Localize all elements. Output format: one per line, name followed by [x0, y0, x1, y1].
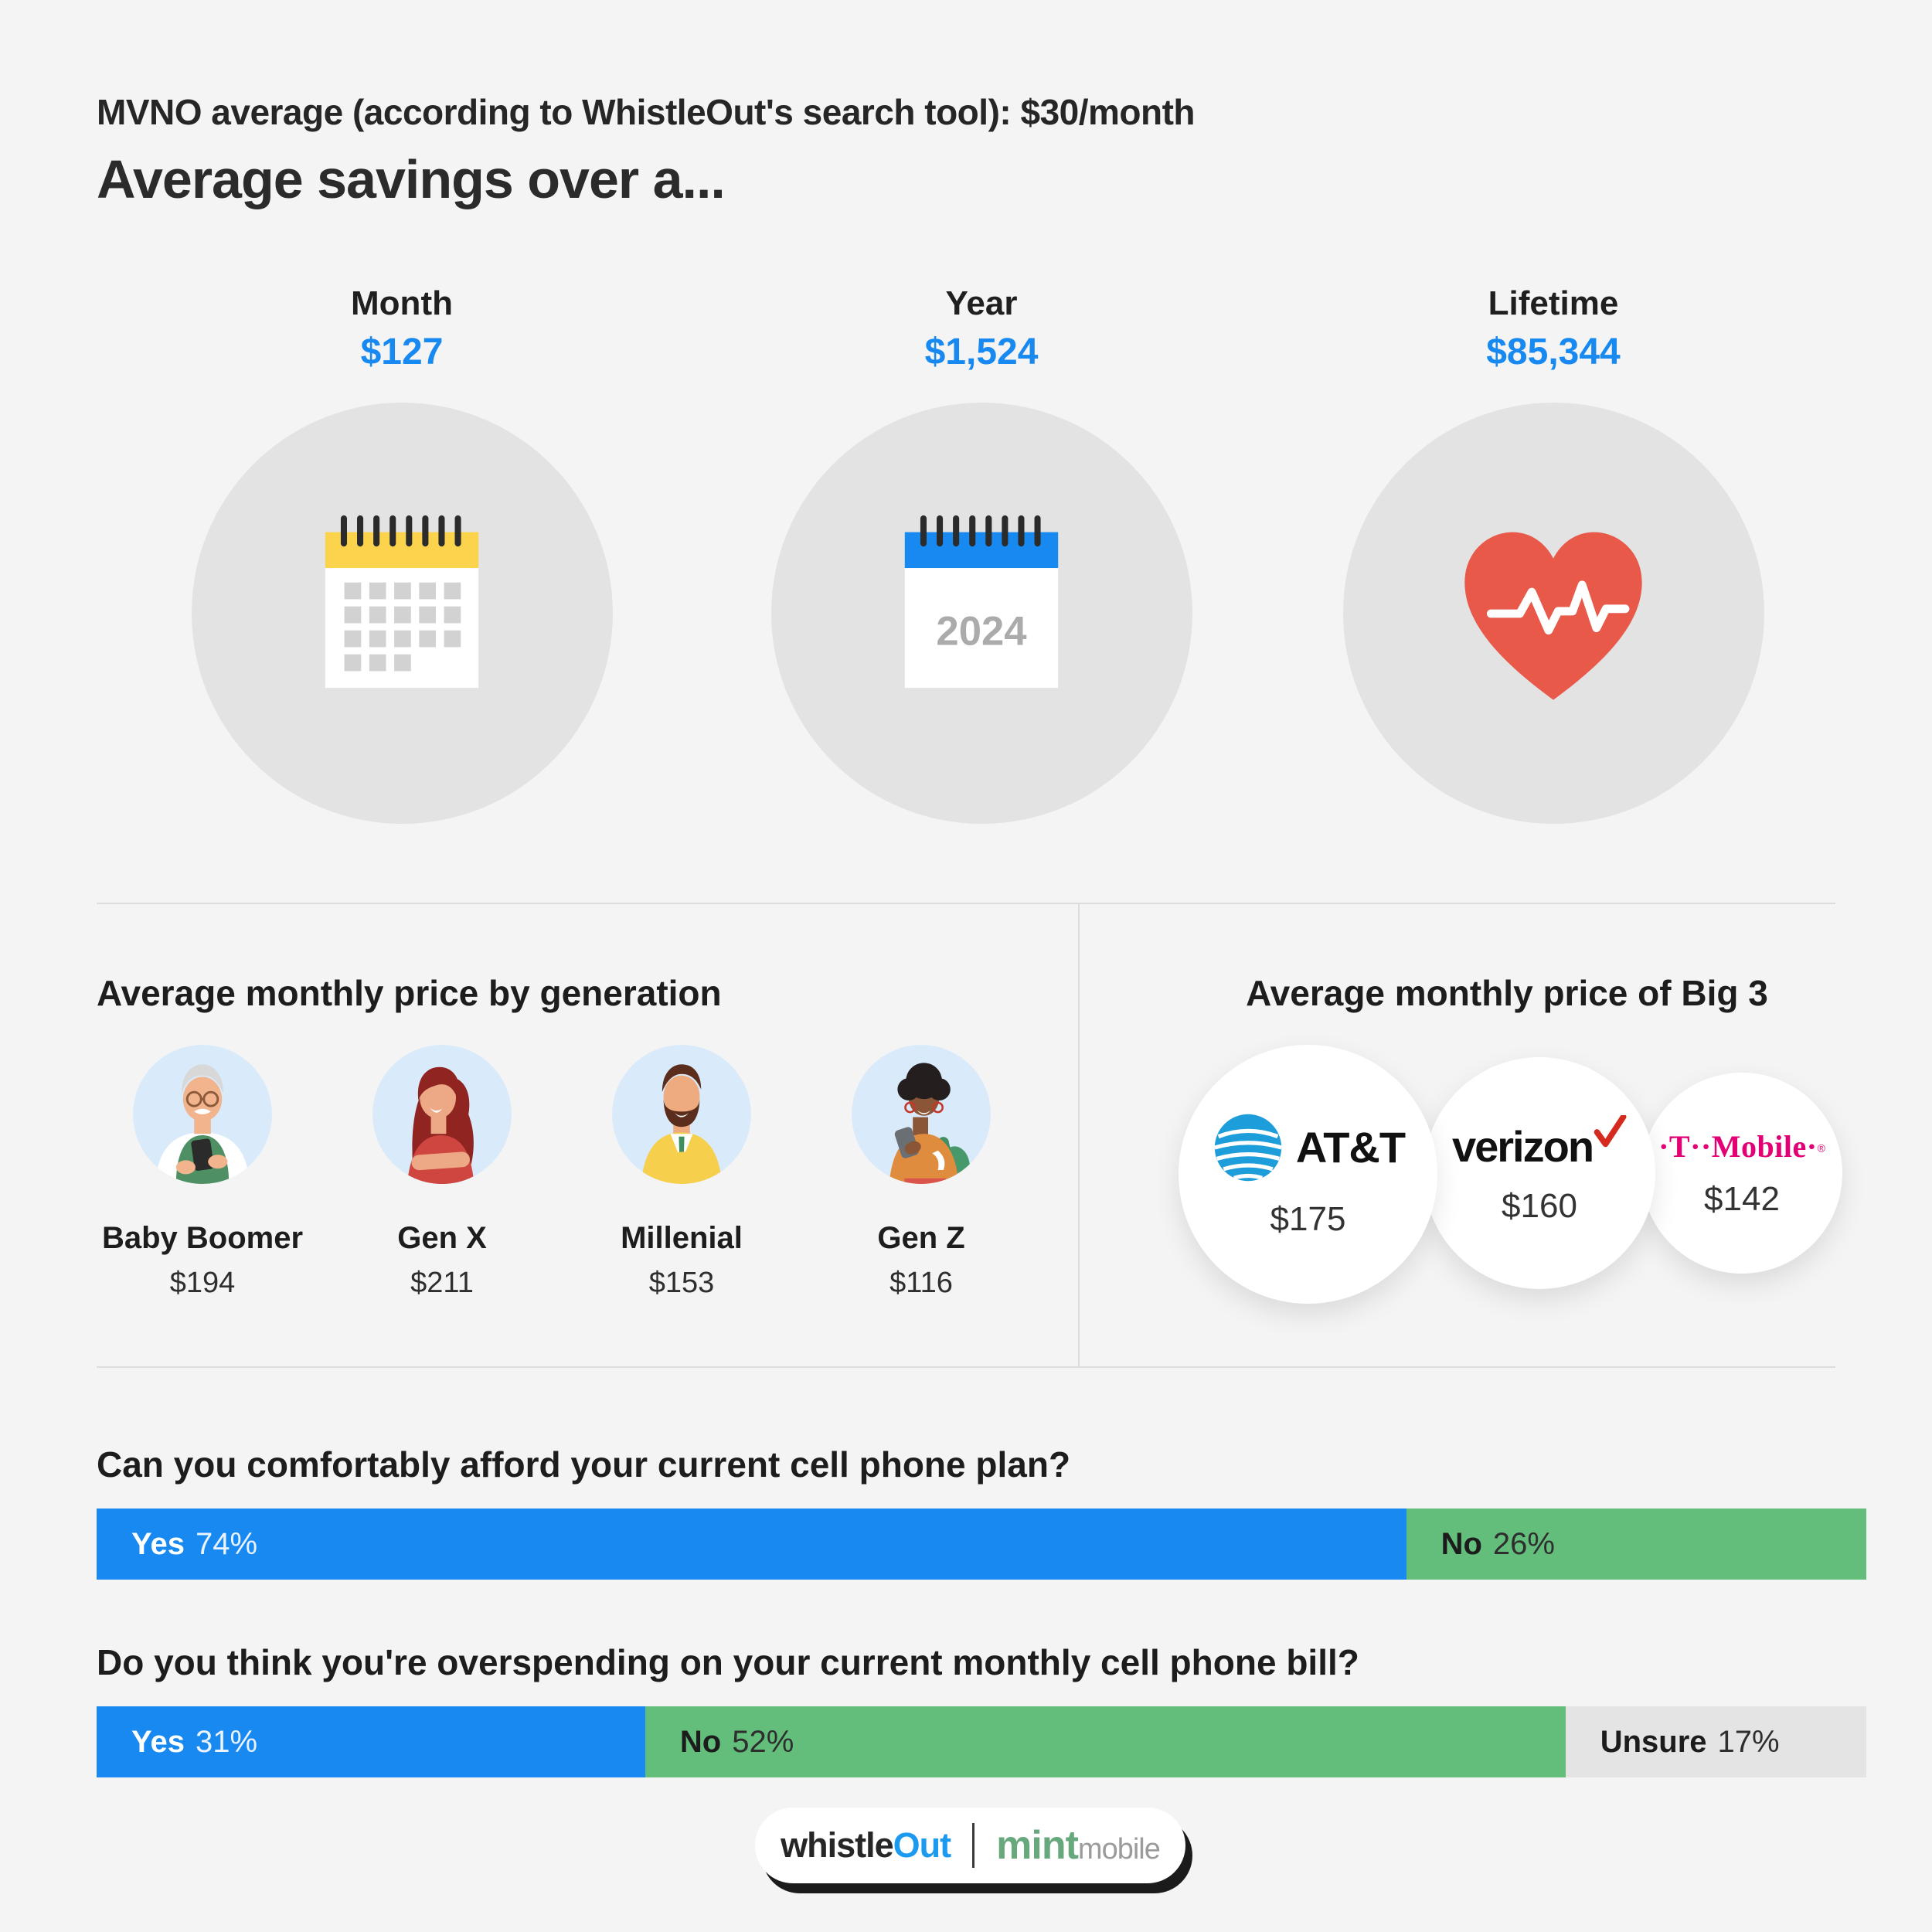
- savings-month-label: Month: [351, 284, 453, 322]
- calendar-year-text: 2024: [936, 608, 1027, 654]
- gen-x-label: Gen X: [397, 1221, 487, 1255]
- overspend-unsure-value: 17%: [1717, 1724, 1780, 1759]
- question-overspend-bar: Yes 31% No 52% Unsure 17%: [97, 1706, 1866, 1777]
- att-wordmark: AT&T: [1295, 1123, 1406, 1172]
- generation-baby-boomer: Baby Boomer $194: [87, 1045, 318, 1300]
- carrier-tmobile: ·T··Mobile·® $142: [1641, 1073, 1842, 1274]
- att-price: $175: [1270, 1199, 1346, 1238]
- afford-no-label: No: [1440, 1526, 1482, 1561]
- baby-boomer-avatar-icon: [133, 1045, 272, 1184]
- gen-z-avatar-icon: [852, 1045, 991, 1184]
- whistleout-logo: whistleOut: [781, 1825, 951, 1866]
- millenial-price: $153: [648, 1267, 715, 1299]
- savings-year-circle: 2024: [770, 403, 1192, 824]
- afford-yes-segment: Yes 74%: [97, 1509, 1406, 1580]
- overspend-yes-value: 31%: [195, 1724, 258, 1759]
- calendar-year-icon: 2024: [904, 515, 1059, 688]
- question-afford-heading: Can you comfortably afford your current …: [97, 1444, 1071, 1485]
- mint-logo-mobile: mobile: [1077, 1833, 1161, 1866]
- carrier-att: AT&T $175: [1179, 1045, 1437, 1304]
- whistleout-logo-whistle: whistle: [781, 1825, 894, 1865]
- mint-mobile-logo: mintmobile: [996, 1822, 1161, 1869]
- generation-section-title: Average monthly price by generation: [97, 973, 722, 1013]
- gen-z-label: Gen Z: [877, 1221, 965, 1255]
- savings-lifetime-circle: [1342, 403, 1764, 824]
- mint-logo-mint: mint: [996, 1823, 1079, 1868]
- savings-lifetime-label: Lifetime: [1488, 284, 1619, 322]
- overspend-yes-label: Yes: [131, 1724, 185, 1759]
- tmobile-wordmark: ·T··Mobile·: [1658, 1128, 1818, 1164]
- generation-gen-z: Gen Z $116: [805, 1045, 1037, 1300]
- savings-year-label: Year: [945, 284, 1018, 322]
- gen-x-avatar-icon: [372, 1045, 512, 1184]
- question-afford-bar: Yes 74% No 26%: [97, 1509, 1866, 1580]
- carrier-verizon: verizon $160: [1423, 1057, 1655, 1289]
- baby-boomer-price: $194: [169, 1267, 236, 1299]
- overspend-no-value: 52%: [732, 1724, 794, 1759]
- savings-month-column: Month $127: [170, 284, 634, 824]
- verizon-price: $160: [1502, 1186, 1577, 1225]
- savings-month-circle: [191, 403, 613, 824]
- section-divider-bottom: [97, 1366, 1835, 1368]
- tmobile-registered-mark: ®: [1817, 1141, 1825, 1155]
- afford-no-value: 26%: [1492, 1526, 1555, 1561]
- savings-year-column: Year $1,524 2024: [750, 284, 1213, 824]
- big3-section-title: Average monthly price of Big 3: [1246, 973, 1768, 1013]
- afford-yes-label: Yes: [131, 1526, 185, 1561]
- gen-x-price: $211: [410, 1267, 474, 1299]
- calendar-month-icon: [325, 515, 479, 688]
- afford-no-segment: No 26%: [1406, 1509, 1866, 1580]
- generation-millenial: Millenial $153: [566, 1045, 798, 1300]
- section-divider-top: [97, 903, 1835, 904]
- att-globe-icon: [1213, 1114, 1282, 1181]
- heart-pulse-icon: [1464, 532, 1642, 700]
- savings-month-value: $127: [360, 332, 444, 372]
- baby-boomer-label: Baby Boomer: [101, 1221, 304, 1255]
- millenial-label: Millenial: [621, 1221, 743, 1255]
- overspend-no-label: No: [679, 1724, 722, 1759]
- afford-yes-value: 74%: [195, 1526, 258, 1561]
- tmobile-price: $142: [1704, 1179, 1780, 1218]
- verizon-wordmark: verizon: [1451, 1121, 1594, 1171]
- verizon-check-icon: [1594, 1114, 1627, 1147]
- section-divider-vertical: [1078, 903, 1080, 1366]
- overspend-unsure-label: Unsure: [1600, 1724, 1707, 1759]
- generation-gen-x: Gen X $211: [326, 1045, 558, 1300]
- millenial-avatar-icon: [612, 1045, 751, 1184]
- savings-lifetime-column: Lifetime $85,344: [1321, 284, 1785, 824]
- overspend-yes-segment: Yes 31%: [97, 1706, 645, 1777]
- footer-logo-divider: [972, 1823, 975, 1868]
- overspend-no-segment: No 52%: [645, 1706, 1566, 1777]
- whistleout-logo-out: Out: [893, 1825, 951, 1865]
- gen-z-price: $116: [889, 1267, 953, 1299]
- question-overspend-heading: Do you think you're overspending on your…: [97, 1642, 1359, 1682]
- savings-year-value: $1,524: [924, 332, 1039, 372]
- overspend-unsure-segment: Unsure 17%: [1565, 1706, 1866, 1777]
- savings-lifetime-value: $85,344: [1486, 332, 1621, 372]
- footer-logo-pill: whistleOut mintmobile: [755, 1808, 1185, 1883]
- page-title: Average savings over a...: [97, 149, 726, 209]
- mvno-average-subtitle: MVNO average (according to WhistleOut's …: [97, 92, 1196, 132]
